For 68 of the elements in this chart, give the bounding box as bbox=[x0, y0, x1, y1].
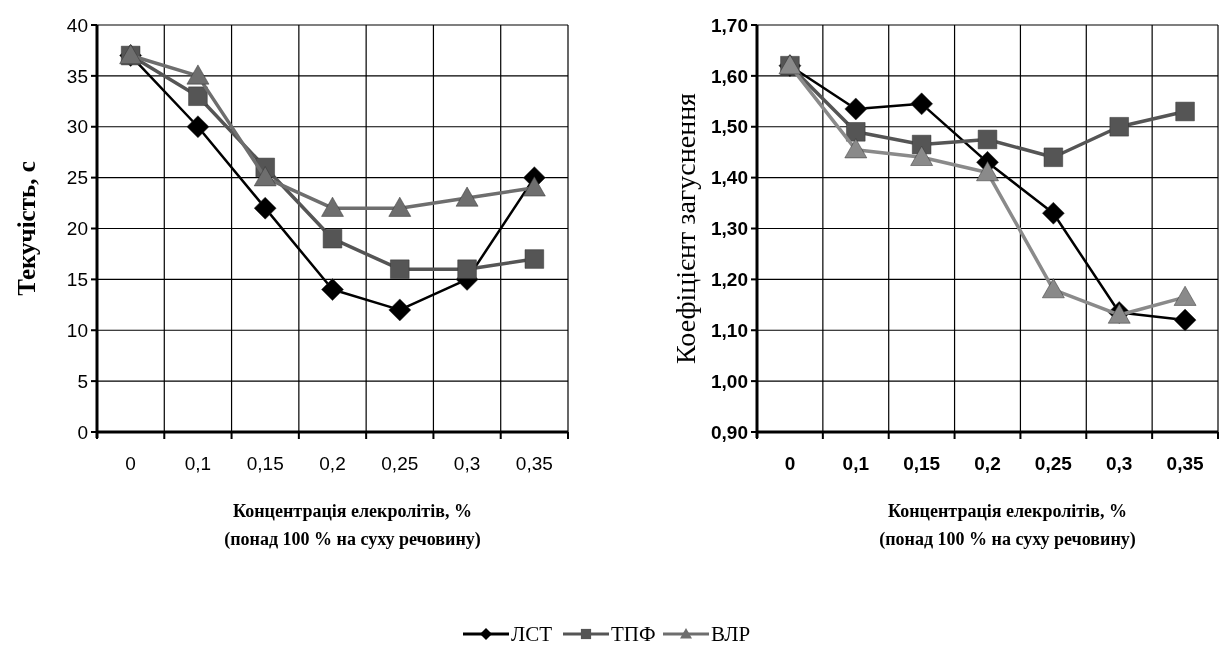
x-tick-label: 0 bbox=[125, 453, 136, 474]
point bbox=[186, 115, 210, 138]
point bbox=[388, 196, 412, 217]
point bbox=[1175, 101, 1195, 122]
legend-label: ЛСТ bbox=[511, 622, 553, 647]
x-tick-label: 0,3 bbox=[453, 453, 481, 474]
x-tick-label: 0,3 bbox=[1106, 453, 1133, 474]
point bbox=[253, 196, 277, 220]
point bbox=[910, 146, 933, 166]
point bbox=[976, 161, 999, 182]
point bbox=[1042, 201, 1065, 225]
y-tick-label: 35 bbox=[66, 65, 88, 87]
point bbox=[844, 138, 868, 159]
y-tick-label: 1,10 bbox=[711, 319, 748, 341]
x-tick-label: 0,25 bbox=[1034, 453, 1073, 474]
point bbox=[846, 122, 866, 142]
y-tick-label: 25 bbox=[66, 167, 88, 189]
x-axis-title: Концентрація елекролітів, % (понад 100 % на суху речовину) bbox=[224, 501, 481, 550]
y-tick-label: 0 bbox=[77, 421, 88, 443]
point bbox=[524, 249, 544, 269]
x-tick-label: 0,1 bbox=[842, 453, 870, 474]
x-tick-label: 0,25 bbox=[381, 453, 419, 474]
y-tick-label: 20 bbox=[66, 218, 88, 240]
y-tick-label: 1,00 bbox=[711, 370, 748, 392]
y-tick-label: 1,60 bbox=[711, 65, 748, 87]
x-tick-label: 0,35 bbox=[515, 453, 553, 474]
y-tick-label: 1,50 bbox=[711, 116, 748, 138]
point bbox=[321, 278, 344, 301]
point bbox=[910, 92, 933, 116]
y-tick-label: 10 bbox=[66, 319, 88, 341]
point bbox=[188, 86, 208, 106]
point bbox=[1109, 117, 1129, 137]
point bbox=[523, 176, 546, 197]
y-tick-label: 30 bbox=[66, 116, 88, 138]
point bbox=[1173, 285, 1197, 306]
point bbox=[321, 196, 344, 217]
y-tick-label: 1,20 bbox=[711, 269, 748, 291]
point bbox=[844, 97, 868, 121]
x-tick-label: 0,35 bbox=[1166, 453, 1204, 474]
point bbox=[390, 259, 410, 279]
x-axis-title: Концентрація елекролітів, % (понад 100 % на суху речовину) bbox=[879, 501, 1136, 550]
point bbox=[1043, 147, 1063, 167]
point bbox=[322, 229, 343, 249]
point bbox=[455, 186, 479, 207]
x-tick-label: 0,15 bbox=[246, 453, 284, 474]
legend-label: ТПФ bbox=[611, 622, 656, 647]
x-tick-label: 0,2 bbox=[974, 453, 1001, 474]
y-axis-title: Текучість, с bbox=[13, 161, 40, 296]
y-axis-title: Коефіцієнт загуснення bbox=[670, 92, 701, 364]
y-tick-label: 1,40 bbox=[711, 167, 748, 189]
point bbox=[186, 64, 210, 85]
x-tick-label: 0,1 bbox=[184, 453, 212, 474]
point bbox=[1042, 278, 1065, 299]
y-tick-label: 40 bbox=[66, 14, 88, 36]
x-tick-label: 0,2 bbox=[319, 453, 346, 474]
y-tick-label: 1,30 bbox=[711, 218, 748, 240]
y-tick-label: 1,70 bbox=[711, 14, 748, 36]
legend-label: ВЛР bbox=[711, 622, 751, 647]
point bbox=[457, 259, 477, 279]
x-tick-label: 0,15 bbox=[903, 453, 941, 474]
y-tick-label: 5 bbox=[77, 370, 88, 392]
y-tick-label: 0,90 bbox=[711, 421, 748, 443]
point bbox=[253, 166, 277, 187]
point bbox=[1173, 308, 1197, 332]
point bbox=[977, 129, 998, 150]
y-tick-label: 15 bbox=[66, 269, 88, 291]
x-tick-label: 0 bbox=[784, 453, 796, 474]
point bbox=[388, 298, 412, 322]
